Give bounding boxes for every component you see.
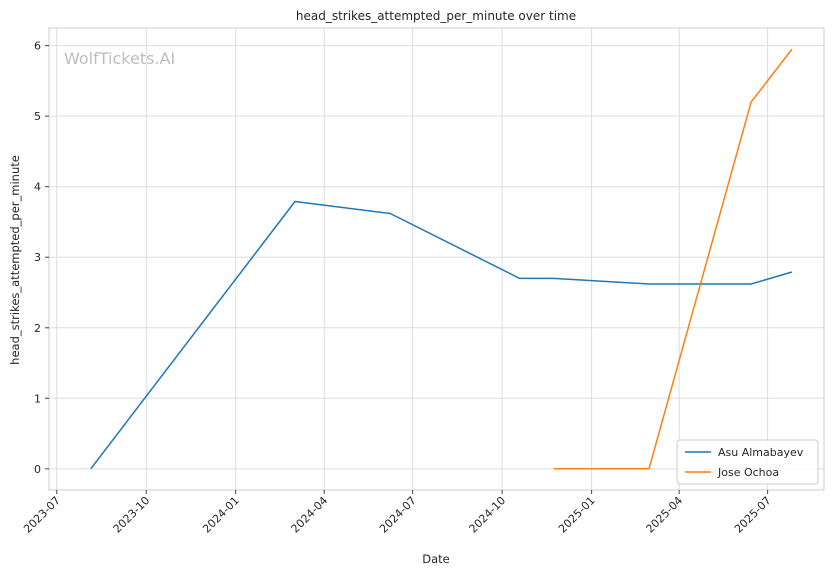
- y-tick-label: 0: [34, 463, 41, 476]
- x-tick-label: 2025-01: [556, 494, 598, 536]
- plot-frame: [48, 27, 825, 491]
- y-tick-label: 4: [34, 181, 41, 194]
- y-tick-label: 1: [34, 392, 41, 405]
- y-axis-label: head_strikes_attempted_per_minute: [8, 155, 22, 365]
- y-axis-ticks: 0 1 2 3 4 5 6: [34, 40, 49, 476]
- series-line-jose-ochoa: [553, 48, 793, 470]
- legend-label: Asu Almabayev: [718, 446, 804, 459]
- x-tick-label: 2023-07: [21, 494, 63, 536]
- x-axis-label: Date: [422, 552, 450, 566]
- x-tick-label: 2024-01: [200, 494, 242, 536]
- chart-title: head_strikes_attempted_per_minute over t…: [296, 9, 576, 23]
- legend: Asu Almabayev Jose Ochoa: [676, 439, 819, 485]
- legend-label: Jose Ochoa: [717, 466, 779, 479]
- series-line-asu-almabayev: [90, 200, 793, 470]
- watermark: WolfTickets.AI: [64, 49, 175, 68]
- x-tick-label: 2025-04: [644, 494, 686, 536]
- x-axis-ticks: 2023-07 2023-10 2024-01 2024-04 2024-07 2024-…: [21, 490, 774, 536]
- x-tick-label: 2024-04: [289, 494, 331, 536]
- y-tick-label: 3: [34, 251, 41, 264]
- series-lines: [90, 48, 793, 470]
- legend-box: [676, 439, 819, 485]
- x-tick-label: 2025-07: [732, 494, 774, 536]
- y-tick-label: 5: [34, 110, 41, 123]
- x-tick-label: 2023-10: [111, 494, 153, 536]
- x-tick-label: 2024-10: [467, 494, 509, 536]
- y-tick-label: 2: [34, 322, 41, 335]
- y-tick-label: 6: [34, 40, 41, 53]
- x-tick-label: 2024-07: [377, 494, 419, 536]
